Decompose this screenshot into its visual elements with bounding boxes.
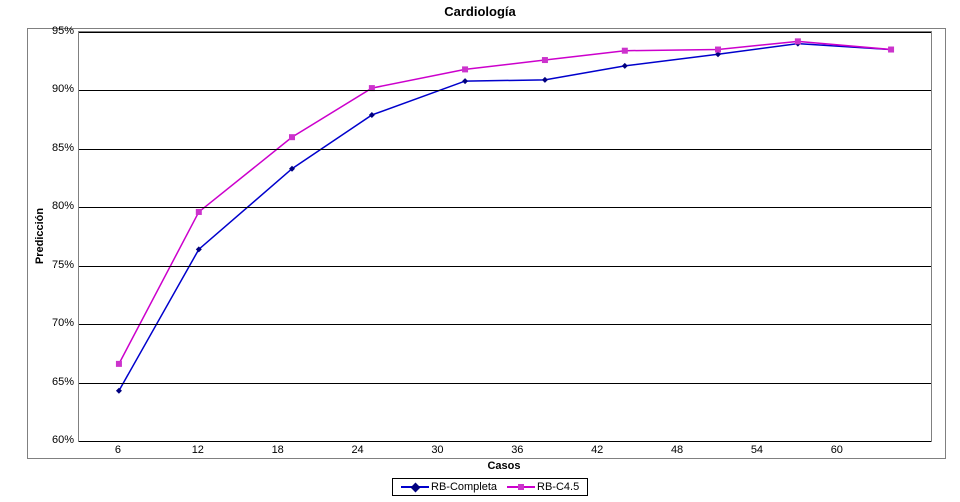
- series-marker: [622, 48, 628, 54]
- diamond-marker-icon: [410, 482, 420, 492]
- series-marker: [715, 47, 721, 53]
- x-tick-label: 36: [511, 444, 523, 456]
- legend-label: RB-C4.5: [537, 481, 579, 493]
- x-axis-title: Casos: [487, 460, 520, 472]
- legend-label: RB-Completa: [431, 481, 497, 493]
- y-tick-label: 85%: [52, 142, 74, 154]
- series-marker: [542, 57, 548, 63]
- y-axis-title: Predicción: [34, 208, 46, 264]
- y-tick-label: 65%: [52, 376, 74, 388]
- legend-swatch: [507, 481, 535, 493]
- x-tick-label: 12: [192, 444, 204, 456]
- chart-series-svg: [79, 32, 931, 441]
- y-tick-label: 70%: [52, 317, 74, 329]
- series-marker: [462, 78, 468, 84]
- y-tick-label: 60%: [52, 434, 74, 446]
- gridline: [79, 324, 931, 325]
- x-tick-label: 60: [831, 444, 843, 456]
- plot-area: [78, 31, 932, 442]
- cardiologia-chart: Cardiología 60% 65% 70% 75% 80% 85% 90% 95% 6 12…: [0, 0, 960, 502]
- legend-item: RB-C4.5: [507, 481, 579, 493]
- x-tick-label: 48: [671, 444, 683, 456]
- series-marker: [289, 134, 295, 140]
- series-marker: [116, 361, 122, 367]
- gridline: [79, 149, 931, 150]
- series-marker: [795, 38, 801, 44]
- y-tick-label: 80%: [52, 200, 74, 212]
- legend-item: RB-Completa: [401, 481, 497, 493]
- gridline: [79, 90, 931, 91]
- y-tick-label: 95%: [52, 25, 74, 37]
- series-line: [119, 44, 891, 391]
- x-tick-label: 24: [351, 444, 363, 456]
- legend: RB-Completa RB-C4.5: [392, 478, 588, 496]
- x-tick-label: 42: [591, 444, 603, 456]
- series-marker: [196, 209, 202, 215]
- gridline: [79, 441, 931, 442]
- legend-swatch: [401, 481, 429, 493]
- y-tick-label: 90%: [52, 83, 74, 95]
- gridline: [79, 32, 931, 33]
- gridline: [79, 383, 931, 384]
- gridline: [79, 266, 931, 267]
- x-tick-label: 54: [751, 444, 763, 456]
- y-tick-label: 75%: [52, 259, 74, 271]
- chart-title: Cardiología: [0, 4, 960, 19]
- series-marker: [888, 47, 894, 53]
- x-tick-label: 30: [431, 444, 443, 456]
- x-tick-label: 6: [115, 444, 121, 456]
- series-marker: [462, 66, 468, 72]
- series-marker: [622, 63, 628, 69]
- square-marker-icon: [518, 484, 524, 490]
- series-marker: [542, 77, 548, 83]
- gridline: [79, 207, 931, 208]
- x-tick-label: 18: [272, 444, 284, 456]
- series-marker: [116, 388, 122, 394]
